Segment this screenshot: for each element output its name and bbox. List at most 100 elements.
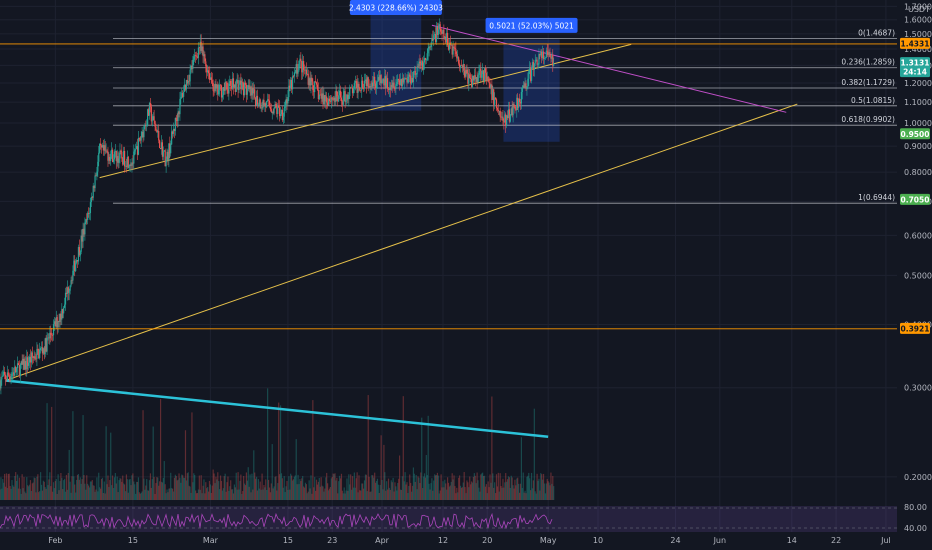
volume-bar: [156, 477, 158, 500]
candle-body: [63, 304, 66, 308]
candle-body: [344, 91, 346, 102]
candle-body: [334, 97, 336, 102]
fib-levels[interactable]: 0(1.4687) 0.236(1.2859) 0.382(1.1729) 0.5(1…: [113, 29, 897, 204]
candle-body: [128, 166, 130, 168]
candle-body: [302, 61, 304, 73]
candle-body: [494, 97, 496, 105]
volume-bar: [321, 485, 323, 500]
time-axis[interactable]: Feb 15 Mar 15 23 Apr 12 20 May 10 24 Jun 14 22 Jul: [48, 536, 890, 545]
candle-body: [260, 107, 262, 109]
candle-body: [54, 321, 56, 327]
price-axis[interactable]: 1.70001.60001.50001.40001.30001.20001.10…: [904, 2, 932, 481]
volume-bar: [67, 472, 69, 500]
volume-bar: [410, 482, 412, 500]
volume-bar: [0, 489, 1, 500]
candle-body: [370, 86, 372, 87]
candle-body: [165, 159, 167, 167]
volume-bar: [347, 490, 349, 500]
candle-body: [489, 82, 491, 89]
candle-body: [103, 145, 105, 151]
volume-bar: [384, 472, 386, 500]
candle-body: [247, 85, 249, 90]
volume-bar: [481, 473, 483, 500]
candle-body: [20, 361, 22, 366]
rsi-tick-label: 40.00: [904, 524, 927, 533]
candle-body: [466, 69, 468, 74]
candle-body: [206, 66, 208, 73]
volume-bar: [189, 486, 191, 500]
volume-bar: [325, 477, 327, 500]
volume-bar: [238, 489, 240, 500]
candle-body: [290, 79, 292, 89]
volume-bar: [224, 473, 226, 500]
candle-body: [508, 109, 511, 122]
volume-bar: [472, 476, 475, 500]
volume-bar: [549, 485, 551, 500]
candle-body: [143, 126, 145, 138]
volume-bar: [183, 477, 185, 500]
volume-bar: [125, 474, 128, 500]
candle-body: [158, 131, 160, 141]
volume-bar: [412, 467, 415, 500]
volume-bar: [492, 473, 494, 500]
volume-bar: [121, 481, 123, 500]
candle-body: [347, 94, 349, 100]
volume-bar: [316, 484, 319, 500]
candle-body: [429, 46, 431, 48]
candle-body: [516, 97, 518, 110]
volume-bar: [335, 480, 337, 500]
candle-body: [225, 82, 227, 83]
volume-bar: [465, 493, 467, 500]
candle-body: [455, 49, 457, 55]
volume-bar: [415, 475, 417, 500]
volume-bar: [452, 479, 454, 500]
candle-body: [542, 51, 544, 59]
candle-body: [403, 79, 405, 83]
volume-bar: [399, 489, 402, 500]
candle-body: [483, 68, 486, 81]
price-tick-label: 1.6000: [904, 16, 932, 25]
candle-body: [293, 72, 295, 77]
candle-body: [333, 97, 335, 100]
volume-bar: [291, 475, 293, 500]
price-tag-bg: [900, 128, 930, 140]
candle-body: [444, 36, 446, 39]
candle-body: [195, 55, 198, 57]
volume-bar: [358, 475, 360, 500]
volume-bar: [10, 488, 12, 500]
candle-body: [18, 365, 20, 377]
volume-bar: [112, 488, 115, 500]
candle-body: [351, 87, 353, 89]
candle-body: [307, 73, 309, 85]
candle-body: [39, 349, 41, 359]
volume-bar: [151, 479, 153, 500]
volume-bar: [206, 488, 208, 500]
candle-body: [79, 251, 81, 256]
fib-level-label: 0.5(1.0815): [851, 96, 895, 105]
volume-bar: [109, 480, 111, 500]
volume-bar: [63, 478, 66, 500]
volume-bar: [2, 478, 4, 500]
candle-body: [230, 81, 232, 86]
volume-bar: [251, 473, 253, 500]
candle-body: [88, 213, 91, 214]
candle-body: [326, 96, 328, 103]
volume-bar: [182, 475, 184, 500]
volume-bar: [440, 474, 442, 500]
volume-bar: [40, 472, 42, 500]
candle-body: [106, 150, 108, 152]
volume-bar: [147, 490, 149, 500]
volume-bar: [27, 485, 29, 500]
candle-body: [111, 149, 113, 154]
volume-bar: [262, 489, 264, 500]
candle-body: [420, 62, 422, 66]
volume-bar: [323, 491, 325, 500]
trendlines[interactable]: [5, 24, 798, 439]
candle-body: [69, 285, 71, 291]
volume-bar: [518, 483, 520, 500]
volume-bar: [3, 482, 5, 500]
volume-bar: [315, 479, 318, 500]
candle-body: [57, 320, 59, 328]
volume-bar: [74, 484, 76, 500]
